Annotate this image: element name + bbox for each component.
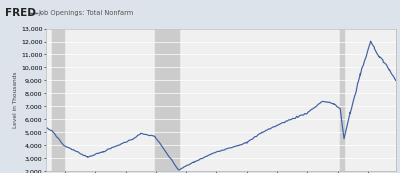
Bar xyxy=(155,29,178,171)
Text: Job Openings: Total Nonfarm: Job Openings: Total Nonfarm xyxy=(38,10,133,16)
Text: —: — xyxy=(35,10,42,16)
Bar xyxy=(340,29,344,171)
Text: FRED: FRED xyxy=(5,8,36,18)
Bar xyxy=(52,29,64,171)
Y-axis label: Level in Thousands: Level in Thousands xyxy=(13,72,18,128)
